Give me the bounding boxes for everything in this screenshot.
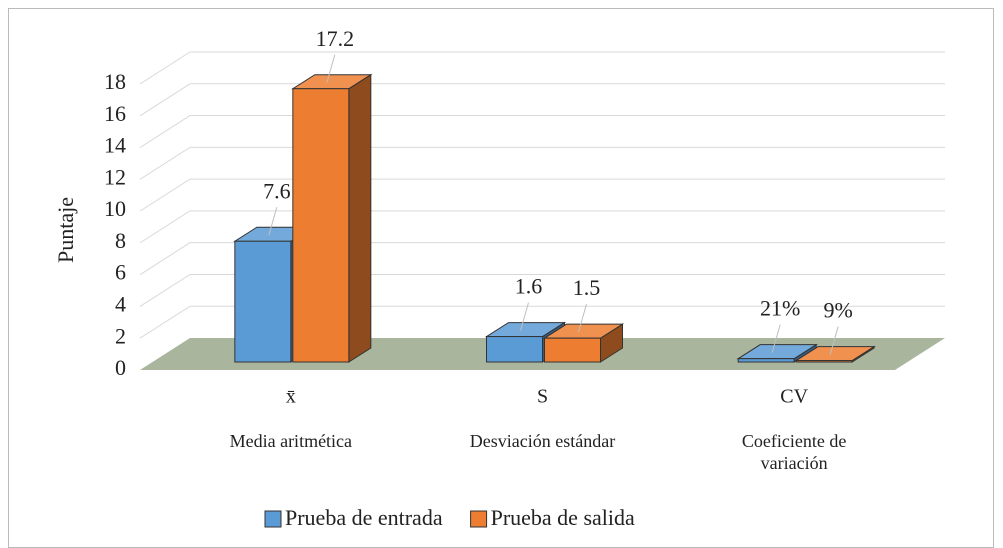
grid-line	[139, 242, 945, 276]
y-tick-label: 12	[104, 164, 126, 189]
x-tick-label: S	[537, 386, 548, 408]
grid-line	[139, 115, 945, 148]
legend-swatch	[264, 510, 282, 528]
y-tick-label: 18	[104, 69, 126, 94]
grid-line	[139, 83, 945, 117]
y-tick-label: 6	[115, 260, 126, 285]
bar	[291, 73, 373, 363]
data-label: 21%	[760, 296, 800, 321]
data-label: 1.5	[573, 275, 601, 300]
data-label: 1.6	[515, 274, 543, 299]
bar-front	[544, 337, 601, 363]
leader-line	[520, 302, 529, 331]
y-axis-label: Puntaje	[53, 197, 78, 263]
leader-line	[268, 207, 278, 236]
data-label: 17.2	[316, 26, 355, 51]
grid-line	[139, 51, 945, 85]
data-label: 9%	[824, 298, 853, 323]
bar-front	[292, 88, 350, 363]
bar-front	[234, 240, 292, 363]
grid-line	[139, 273, 945, 307]
grid-line	[139, 305, 945, 339]
bar-front	[737, 358, 795, 363]
category-description: Media aritmética	[229, 431, 353, 451]
y-tick-label: 4	[115, 291, 126, 316]
y-tick-label: 8	[115, 228, 126, 253]
grid-line	[139, 210, 945, 244]
grid-line	[139, 178, 945, 212]
leader-line	[771, 324, 781, 353]
bar-front	[486, 336, 543, 363]
legend-swatch	[470, 510, 488, 528]
y-tick-label: 2	[115, 323, 126, 348]
y-tick-label: 0	[115, 355, 126, 380]
grid-line	[139, 146, 945, 180]
leader-line	[326, 54, 336, 83]
bar-side	[348, 73, 372, 363]
leader-line	[829, 326, 839, 355]
x-tick-label: x̄	[286, 386, 296, 408]
legend-label: Prueba de salida	[491, 505, 635, 530]
bar	[736, 343, 818, 363]
bar	[542, 323, 625, 363]
y-tick-label: 16	[104, 101, 126, 126]
category-description: Desviación estándar	[469, 431, 616, 451]
legend-label: Prueba de entrada	[285, 505, 443, 530]
leader-line	[578, 304, 587, 333]
bar-front	[795, 360, 853, 363]
category-description: Coeficiente de variación	[741, 431, 847, 473]
x-tick-label: CV	[780, 386, 808, 408]
y-tick-label: 10	[104, 196, 126, 221]
data-label: 7.6	[263, 178, 291, 203]
bar	[794, 345, 876, 363]
y-tick-label: 14	[104, 133, 126, 158]
